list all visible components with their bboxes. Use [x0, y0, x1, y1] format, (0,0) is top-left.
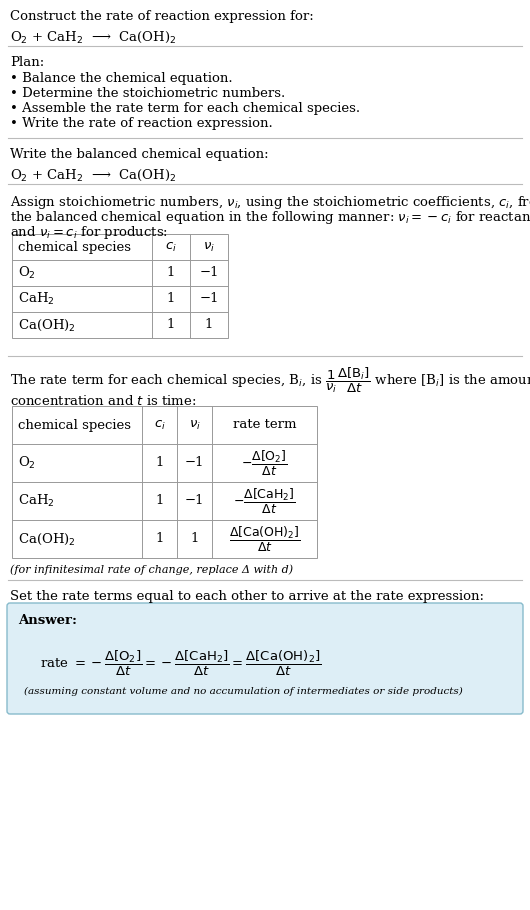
Text: • Write the rate of reaction expression.: • Write the rate of reaction expression.: [10, 117, 273, 130]
Text: O$_2$: O$_2$: [18, 265, 36, 281]
Text: Plan:: Plan:: [10, 56, 44, 69]
Text: chemical species: chemical species: [18, 419, 131, 431]
Text: −1: −1: [199, 267, 219, 279]
Text: $-\dfrac{\Delta[\mathrm{O_2}]}{\Delta t}$: $-\dfrac{\Delta[\mathrm{O_2}]}{\Delta t}…: [241, 449, 288, 478]
Text: 1: 1: [155, 457, 164, 470]
Text: −1: −1: [185, 494, 204, 508]
Text: −1: −1: [199, 292, 219, 306]
Text: rate $= -\dfrac{\Delta[\mathrm{O_2}]}{\Delta t} = -\dfrac{\Delta[\mathrm{CaH_2}]: rate $= -\dfrac{\Delta[\mathrm{O_2}]}{\D…: [40, 649, 321, 678]
Text: • Determine the stoichiometric numbers.: • Determine the stoichiometric numbers.: [10, 87, 285, 100]
Text: 1: 1: [167, 318, 175, 331]
Text: • Assemble the rate term for each chemical species.: • Assemble the rate term for each chemic…: [10, 102, 360, 115]
Bar: [12, 406, 317, 558]
Text: CaH$_2$: CaH$_2$: [18, 291, 55, 307]
Text: Ca(OH)$_2$: Ca(OH)$_2$: [18, 531, 76, 547]
Text: $\nu_i$: $\nu_i$: [203, 240, 215, 254]
Text: −1: −1: [185, 457, 204, 470]
Bar: [12, 234, 228, 338]
Text: CaH$_2$: CaH$_2$: [18, 493, 55, 509]
Text: $\dfrac{\Delta[\mathrm{Ca(OH)_2}]}{\Delta t}$: $\dfrac{\Delta[\mathrm{Ca(OH)_2}]}{\Delt…: [228, 524, 301, 553]
Text: 1: 1: [155, 494, 164, 508]
Text: (assuming constant volume and no accumulation of intermediates or side products): (assuming constant volume and no accumul…: [24, 687, 463, 696]
Text: 1: 1: [205, 318, 213, 331]
Text: O$_2$: O$_2$: [18, 455, 36, 471]
Text: 1: 1: [167, 292, 175, 306]
Text: $\nu_i$: $\nu_i$: [189, 419, 200, 431]
FancyBboxPatch shape: [7, 603, 523, 714]
Text: the balanced chemical equation in the following manner: $\nu_i = -c_i$ for react: the balanced chemical equation in the fo…: [10, 209, 530, 226]
Text: 1: 1: [167, 267, 175, 279]
Text: chemical species: chemical species: [18, 240, 131, 254]
Text: and $\nu_i = c_i$ for products:: and $\nu_i = c_i$ for products:: [10, 224, 168, 241]
Text: O$_2$ + CaH$_2$  ⟶  Ca(OH)$_2$: O$_2$ + CaH$_2$ ⟶ Ca(OH)$_2$: [10, 168, 176, 183]
Text: Set the rate terms equal to each other to arrive at the rate expression:: Set the rate terms equal to each other t…: [10, 590, 484, 603]
Text: Ca(OH)$_2$: Ca(OH)$_2$: [18, 318, 76, 332]
Text: 1: 1: [155, 532, 164, 545]
Text: Assign stoichiometric numbers, $\nu_i$, using the stoichiometric coefficients, $: Assign stoichiometric numbers, $\nu_i$, …: [10, 194, 530, 211]
Text: Answer:: Answer:: [18, 614, 77, 627]
Text: O$_2$ + CaH$_2$  ⟶  Ca(OH)$_2$: O$_2$ + CaH$_2$ ⟶ Ca(OH)$_2$: [10, 30, 176, 46]
Text: $-\dfrac{\Delta[\mathrm{CaH_2}]}{\Delta t}$: $-\dfrac{\Delta[\mathrm{CaH_2}]}{\Delta …: [233, 487, 296, 515]
Text: • Balance the chemical equation.: • Balance the chemical equation.: [10, 72, 233, 85]
Text: 1: 1: [190, 532, 199, 545]
Text: rate term: rate term: [233, 419, 296, 431]
Text: concentration and $t$ is time:: concentration and $t$ is time:: [10, 394, 197, 408]
Text: The rate term for each chemical species, B$_i$, is $\dfrac{1}{\nu_i}\dfrac{\Delt: The rate term for each chemical species,…: [10, 366, 530, 395]
Text: $c_i$: $c_i$: [165, 240, 177, 254]
Text: (for infinitesimal rate of change, replace Δ with d): (for infinitesimal rate of change, repla…: [10, 564, 293, 574]
Text: $c_i$: $c_i$: [154, 419, 165, 431]
Text: Construct the rate of reaction expression for:: Construct the rate of reaction expressio…: [10, 10, 314, 23]
Text: Write the balanced chemical equation:: Write the balanced chemical equation:: [10, 148, 269, 161]
